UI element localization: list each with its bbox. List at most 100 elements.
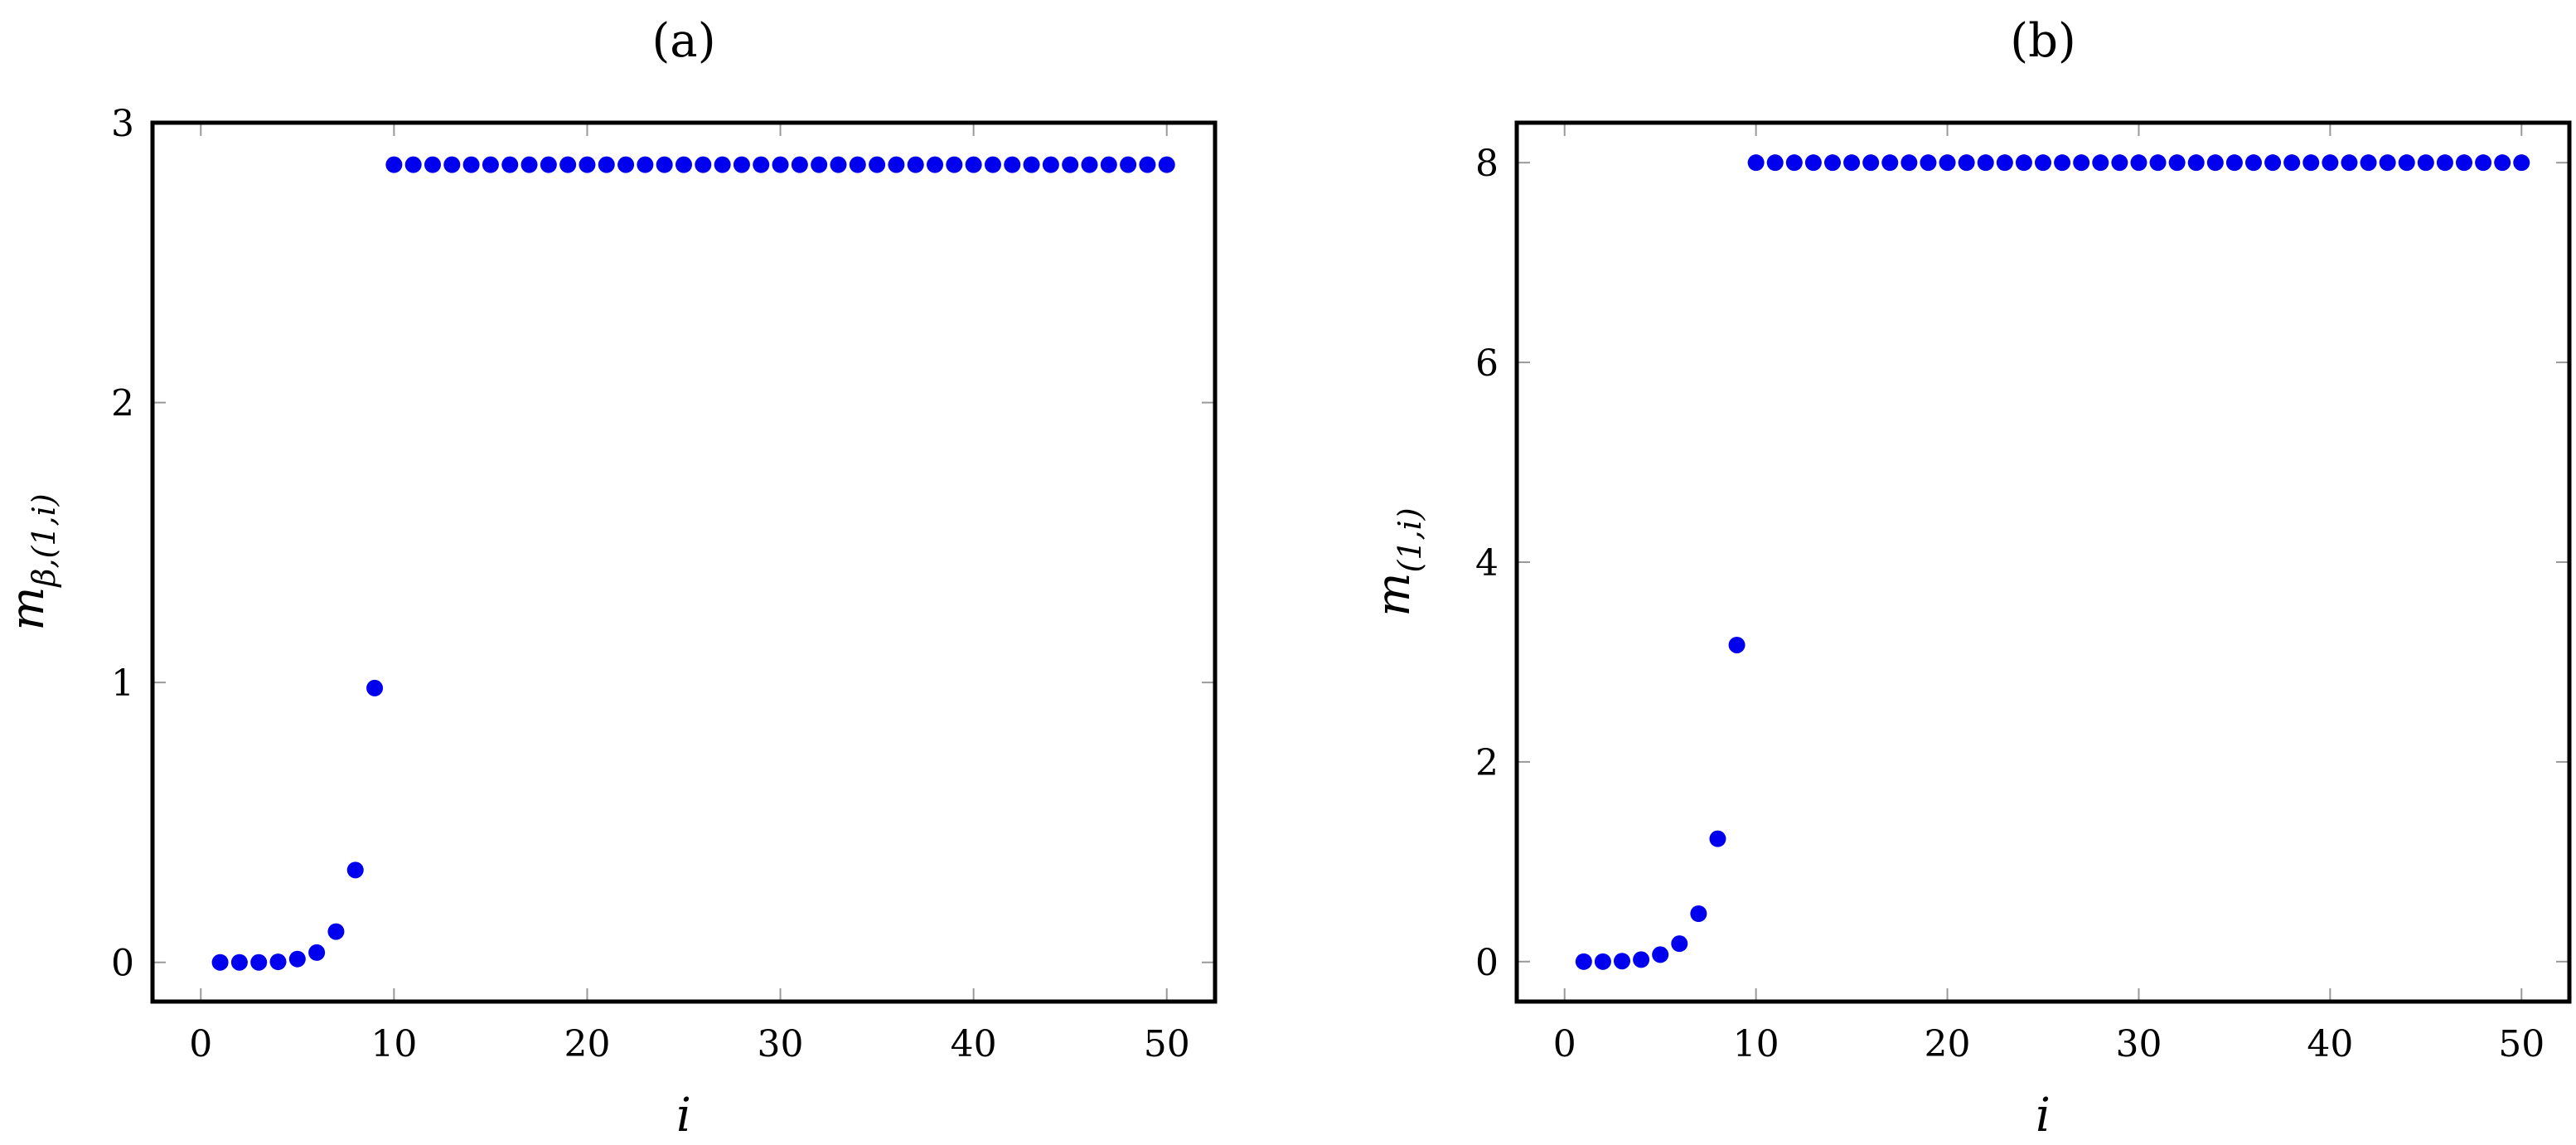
y-axis-label-base: m <box>1 587 55 631</box>
data-point <box>2379 154 2396 172</box>
data-point <box>753 156 770 173</box>
y-tick-label: 8 <box>1475 143 1499 185</box>
x-tick-label: 50 <box>1144 1023 1190 1065</box>
data-point <box>579 156 596 173</box>
data-point <box>2513 154 2530 172</box>
data-point <box>1785 154 1803 172</box>
plot-frame <box>1514 120 2572 1004</box>
data-point <box>598 156 615 173</box>
data-point <box>714 156 731 173</box>
data-point <box>830 156 847 173</box>
x-tick-label: 20 <box>1925 1023 1971 1065</box>
data-point <box>366 679 384 696</box>
data-point <box>288 950 306 968</box>
data-point <box>443 156 461 173</box>
data-point <box>791 156 808 173</box>
data-point <box>269 953 287 971</box>
data-point <box>1614 953 1630 970</box>
chart-title: (a) <box>651 14 715 68</box>
x-tick-label: 0 <box>1553 1023 1576 1065</box>
y-tick-label: 0 <box>111 943 134 985</box>
data-point <box>1728 636 1746 653</box>
data-point <box>772 156 789 173</box>
data-point <box>250 953 268 971</box>
data-point <box>927 156 944 173</box>
data-point <box>540 156 557 173</box>
data-point <box>2168 154 2186 172</box>
data-point <box>2322 154 2339 172</box>
data-point <box>907 156 924 173</box>
data-point <box>230 953 248 971</box>
x-tick-label: 30 <box>2115 1023 2162 1065</box>
y-tick-label: 2 <box>1475 742 1499 784</box>
x-tick-label: 20 <box>564 1023 610 1065</box>
data-point <box>1671 935 1688 953</box>
data-point <box>888 156 905 173</box>
data-point <box>2283 154 2301 172</box>
data-point <box>2494 154 2511 172</box>
data-point <box>2225 154 2243 172</box>
data-point <box>1594 953 1611 970</box>
data-point <box>656 156 673 173</box>
data-point <box>2035 154 2051 172</box>
data-point <box>2475 154 2492 172</box>
data-point <box>327 923 345 940</box>
x-axis-label: i <box>676 1089 691 1143</box>
data-point <box>1158 156 1175 173</box>
data-point <box>1120 156 1137 173</box>
data-point <box>1709 830 1726 847</box>
data-point <box>2149 154 2167 172</box>
data-point <box>501 156 519 173</box>
data-point <box>385 156 403 173</box>
data-point <box>965 156 982 173</box>
data-point <box>1575 953 1592 970</box>
data-point <box>1881 154 1899 172</box>
x-tick-label: 50 <box>2498 1023 2545 1065</box>
data-point <box>1901 154 1918 172</box>
data-point <box>404 156 422 173</box>
data-point <box>617 156 635 173</box>
data-point <box>1766 154 1784 172</box>
y-tick-label: 4 <box>1475 542 1499 585</box>
y-tick-label: 3 <box>111 103 134 145</box>
data-point <box>2436 154 2453 172</box>
data-point <box>2341 154 2358 172</box>
x-tick-label: 0 <box>189 1023 212 1065</box>
data-point <box>984 156 1001 173</box>
data-point <box>1804 154 1822 172</box>
data-point <box>1690 905 1707 922</box>
data-point <box>1747 154 1765 172</box>
data-point <box>2398 154 2415 172</box>
y-axis-label-base: m <box>1367 572 1421 616</box>
x-tick-label: 10 <box>1733 1023 1779 1065</box>
data-point <box>1023 156 1040 173</box>
data-point <box>521 156 538 173</box>
data-point <box>1862 154 1880 172</box>
data-point <box>675 156 692 173</box>
data-point <box>733 156 750 173</box>
data-point <box>1977 154 1994 172</box>
data-point <box>559 156 577 173</box>
data-point <box>482 156 499 173</box>
chart-panel-b: (b) 0 10 20 30 40 50 0 2 4 6 8 i m(1,i) <box>1367 14 2572 1143</box>
data-point <box>1633 951 1650 968</box>
x-tick-label: 40 <box>2307 1023 2353 1065</box>
data-point <box>695 156 712 173</box>
data-point <box>1139 156 1156 173</box>
y-axis-label-subscript: (1,i) <box>1392 507 1428 572</box>
data-point <box>2302 154 2320 172</box>
data-point <box>1042 156 1059 173</box>
data-point <box>1824 154 1841 172</box>
data-point <box>2111 154 2128 172</box>
data-point <box>2187 154 2205 172</box>
data-point <box>637 156 654 173</box>
data-point <box>211 953 229 971</box>
y-axis-label-subscript: β,(1,i) <box>26 493 62 588</box>
data-point <box>1958 154 1975 172</box>
data-point <box>2206 154 2224 172</box>
data-point <box>1062 156 1079 173</box>
data-point <box>2264 154 2282 172</box>
data-point <box>2360 154 2377 172</box>
data-point <box>869 156 886 173</box>
